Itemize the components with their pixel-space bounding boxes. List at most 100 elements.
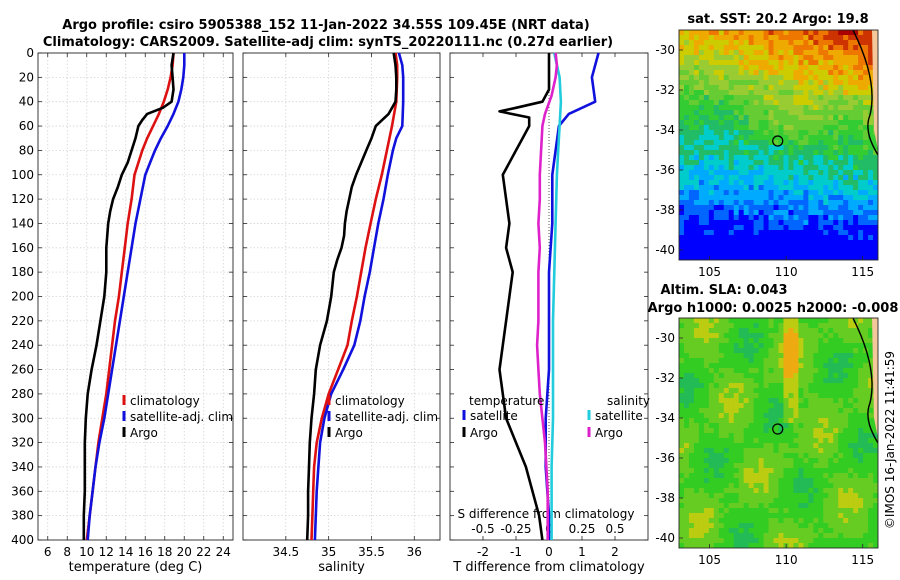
heatmap-cell bbox=[698, 373, 705, 379]
heatmap-cell bbox=[688, 378, 695, 384]
heatmap-cell bbox=[698, 358, 705, 364]
heatmap-cell bbox=[763, 468, 769, 474]
heatmap-cell bbox=[713, 433, 720, 439]
heatmap-cell bbox=[803, 493, 809, 499]
heatmap-cell bbox=[798, 45, 804, 51]
heatmap-cell bbox=[718, 343, 725, 349]
heatmap-cell bbox=[683, 255, 690, 260]
heatmap-cell bbox=[738, 30, 745, 36]
heatmap-cell bbox=[793, 323, 799, 329]
heatmap-cell bbox=[748, 538, 755, 544]
heatmap-cell bbox=[693, 255, 700, 260]
heatmap-cell bbox=[733, 373, 740, 379]
heatmap-cell bbox=[679, 145, 685, 151]
heatmap-cell bbox=[788, 190, 794, 196]
heatmap-cell bbox=[713, 543, 720, 548]
heatmap-cell bbox=[768, 388, 774, 394]
heatmap-cell bbox=[703, 368, 710, 374]
heatmap-cell bbox=[693, 90, 700, 96]
heatmap-cell bbox=[713, 503, 720, 509]
heatmap-cell bbox=[768, 135, 774, 141]
heatmap-cell bbox=[728, 145, 735, 151]
heatmap-cell bbox=[753, 408, 760, 414]
heatmap-cell bbox=[823, 230, 829, 236]
heatmap-cell bbox=[858, 408, 864, 414]
heatmap-cell bbox=[818, 190, 824, 196]
heatmap-cell bbox=[798, 145, 804, 151]
heatmap-cell bbox=[748, 195, 755, 201]
heatmap-cell bbox=[818, 543, 824, 548]
heatmap-cell bbox=[778, 328, 784, 334]
heatmap-cell bbox=[778, 438, 784, 444]
heatmap-cell bbox=[743, 543, 750, 548]
heatmap-cell bbox=[833, 175, 839, 181]
heatmap-cell bbox=[803, 180, 809, 186]
map-frame bbox=[678, 29, 879, 261]
heatmap-cell bbox=[688, 478, 695, 484]
heatmap-cell bbox=[873, 160, 878, 166]
heatmap-cell bbox=[743, 250, 750, 256]
heatmap-cell bbox=[813, 433, 819, 439]
heatmap-cell bbox=[688, 245, 695, 251]
heatmap-cell bbox=[818, 533, 824, 539]
heatmap-cell bbox=[863, 70, 869, 76]
heatmap-cell bbox=[768, 35, 774, 41]
heatmap-cell bbox=[838, 498, 844, 504]
heatmap-cell bbox=[813, 338, 819, 344]
heatmap-cell bbox=[838, 418, 844, 424]
heatmap-cell bbox=[713, 70, 720, 76]
heatmap-cell bbox=[803, 443, 809, 449]
heatmap-cell bbox=[863, 433, 869, 439]
heatmap-cell bbox=[828, 408, 834, 414]
heatmap-cell bbox=[858, 80, 864, 86]
heatmap-cell bbox=[868, 428, 874, 434]
heatmap-cell bbox=[783, 75, 789, 81]
heatmap-cell bbox=[863, 255, 869, 260]
heatmap-cell bbox=[788, 220, 794, 226]
heatmap-cell bbox=[693, 145, 700, 151]
heatmap-cell bbox=[863, 373, 869, 379]
heatmap-cell bbox=[843, 90, 849, 96]
heatmap-cell bbox=[858, 30, 864, 36]
heatmap-cell bbox=[723, 95, 730, 101]
heatmap-cell bbox=[758, 215, 764, 221]
heatmap-cell bbox=[743, 343, 750, 349]
heatmap-cell bbox=[828, 543, 834, 548]
heatmap-cell bbox=[758, 393, 764, 399]
heatmap-cell bbox=[843, 448, 849, 454]
heatmap-cell bbox=[683, 165, 690, 171]
heatmap-cell bbox=[688, 518, 695, 524]
heatmap-cell bbox=[793, 328, 799, 334]
heatmap-cell bbox=[793, 348, 799, 354]
heatmap-cell bbox=[728, 135, 735, 141]
heatmap-cell bbox=[703, 125, 710, 131]
heatmap-cell bbox=[828, 65, 834, 71]
heatmap-cell bbox=[753, 200, 760, 206]
heatmap-cell bbox=[813, 538, 819, 544]
heatmap-cell bbox=[698, 513, 705, 519]
heatmap-cell bbox=[683, 433, 690, 439]
heatmap-cell bbox=[818, 135, 824, 141]
heatmap-cell bbox=[679, 85, 685, 91]
heatmap-cell bbox=[803, 250, 809, 256]
heatmap-cell bbox=[723, 135, 730, 141]
heatmap-cell bbox=[858, 95, 864, 101]
heatmap-cell bbox=[728, 458, 735, 464]
heatmap-cell bbox=[763, 408, 769, 414]
heatmap-cell bbox=[803, 200, 809, 206]
heatmap-cell bbox=[868, 343, 874, 349]
heatmap-cell bbox=[688, 185, 695, 191]
heatmap-cell bbox=[679, 95, 685, 101]
heatmap-cell bbox=[713, 358, 720, 364]
heatmap-cell bbox=[803, 85, 809, 91]
heatmap-cell bbox=[783, 453, 789, 459]
heatmap-cell bbox=[763, 255, 769, 260]
heatmap-cell bbox=[868, 433, 874, 439]
heatmap-cell bbox=[768, 90, 774, 96]
heatmap-cell bbox=[848, 358, 854, 364]
heatmap-cell bbox=[718, 160, 725, 166]
heatmap-cell bbox=[773, 378, 779, 384]
heatmap-cell bbox=[773, 433, 779, 439]
heatmap-cell bbox=[863, 493, 869, 499]
heatmap-cell bbox=[778, 195, 784, 201]
